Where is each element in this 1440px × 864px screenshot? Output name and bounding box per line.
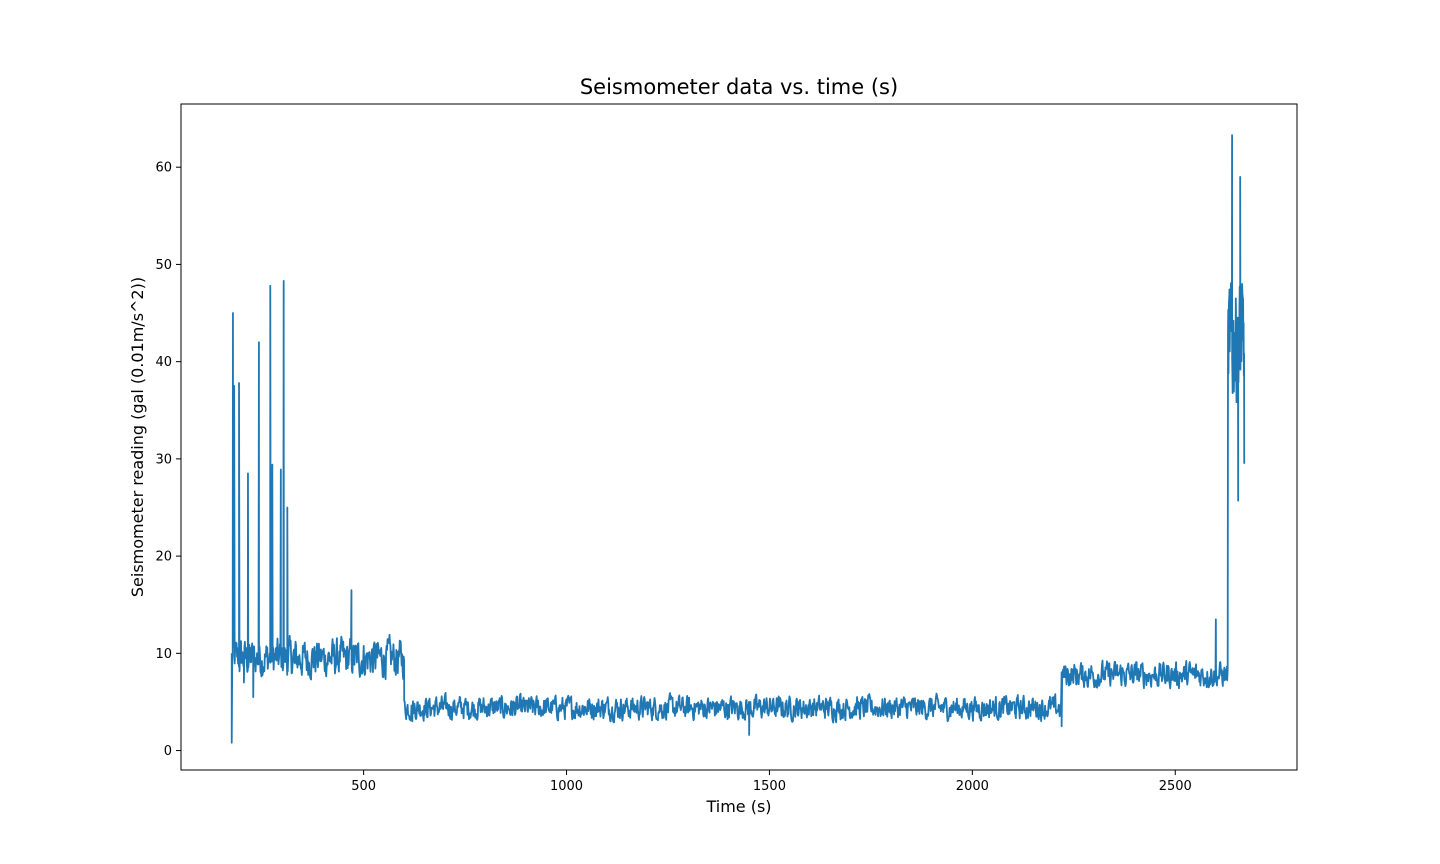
y-axis-ticks: 0 10 20 30 40 50 60 bbox=[155, 161, 181, 759]
chart-title: Seismometer data vs. time (s) bbox=[580, 75, 898, 99]
axes-frame bbox=[180, 103, 1298, 771]
y-tick-label: 10 bbox=[155, 647, 172, 662]
x-tick-label: 2500 bbox=[1159, 779, 1192, 794]
plot-line-layer bbox=[230, 134, 1246, 744]
x-tick-label: 500 bbox=[351, 779, 376, 794]
y-tick-label: 40 bbox=[155, 355, 172, 370]
y-tick-label: 60 bbox=[155, 161, 172, 176]
x-tick-label: 2000 bbox=[956, 779, 989, 794]
y-tick-label: 50 bbox=[155, 258, 172, 273]
y-tick-label: 20 bbox=[155, 550, 172, 565]
x-tick-label: 1000 bbox=[550, 779, 583, 794]
seismometer-series-line bbox=[230, 134, 1246, 744]
x-tick-label: 1500 bbox=[753, 779, 786, 794]
x-axis-ticks: 500 1000 1500 2000 2500 bbox=[351, 770, 1192, 794]
x-axis-label: Time (s) bbox=[705, 797, 771, 816]
y-tick-label: 0 bbox=[164, 744, 172, 759]
y-tick-label: 30 bbox=[155, 452, 172, 467]
y-axis-label: Seismometer reading (gal (0.01m/s^2)) bbox=[128, 277, 147, 597]
